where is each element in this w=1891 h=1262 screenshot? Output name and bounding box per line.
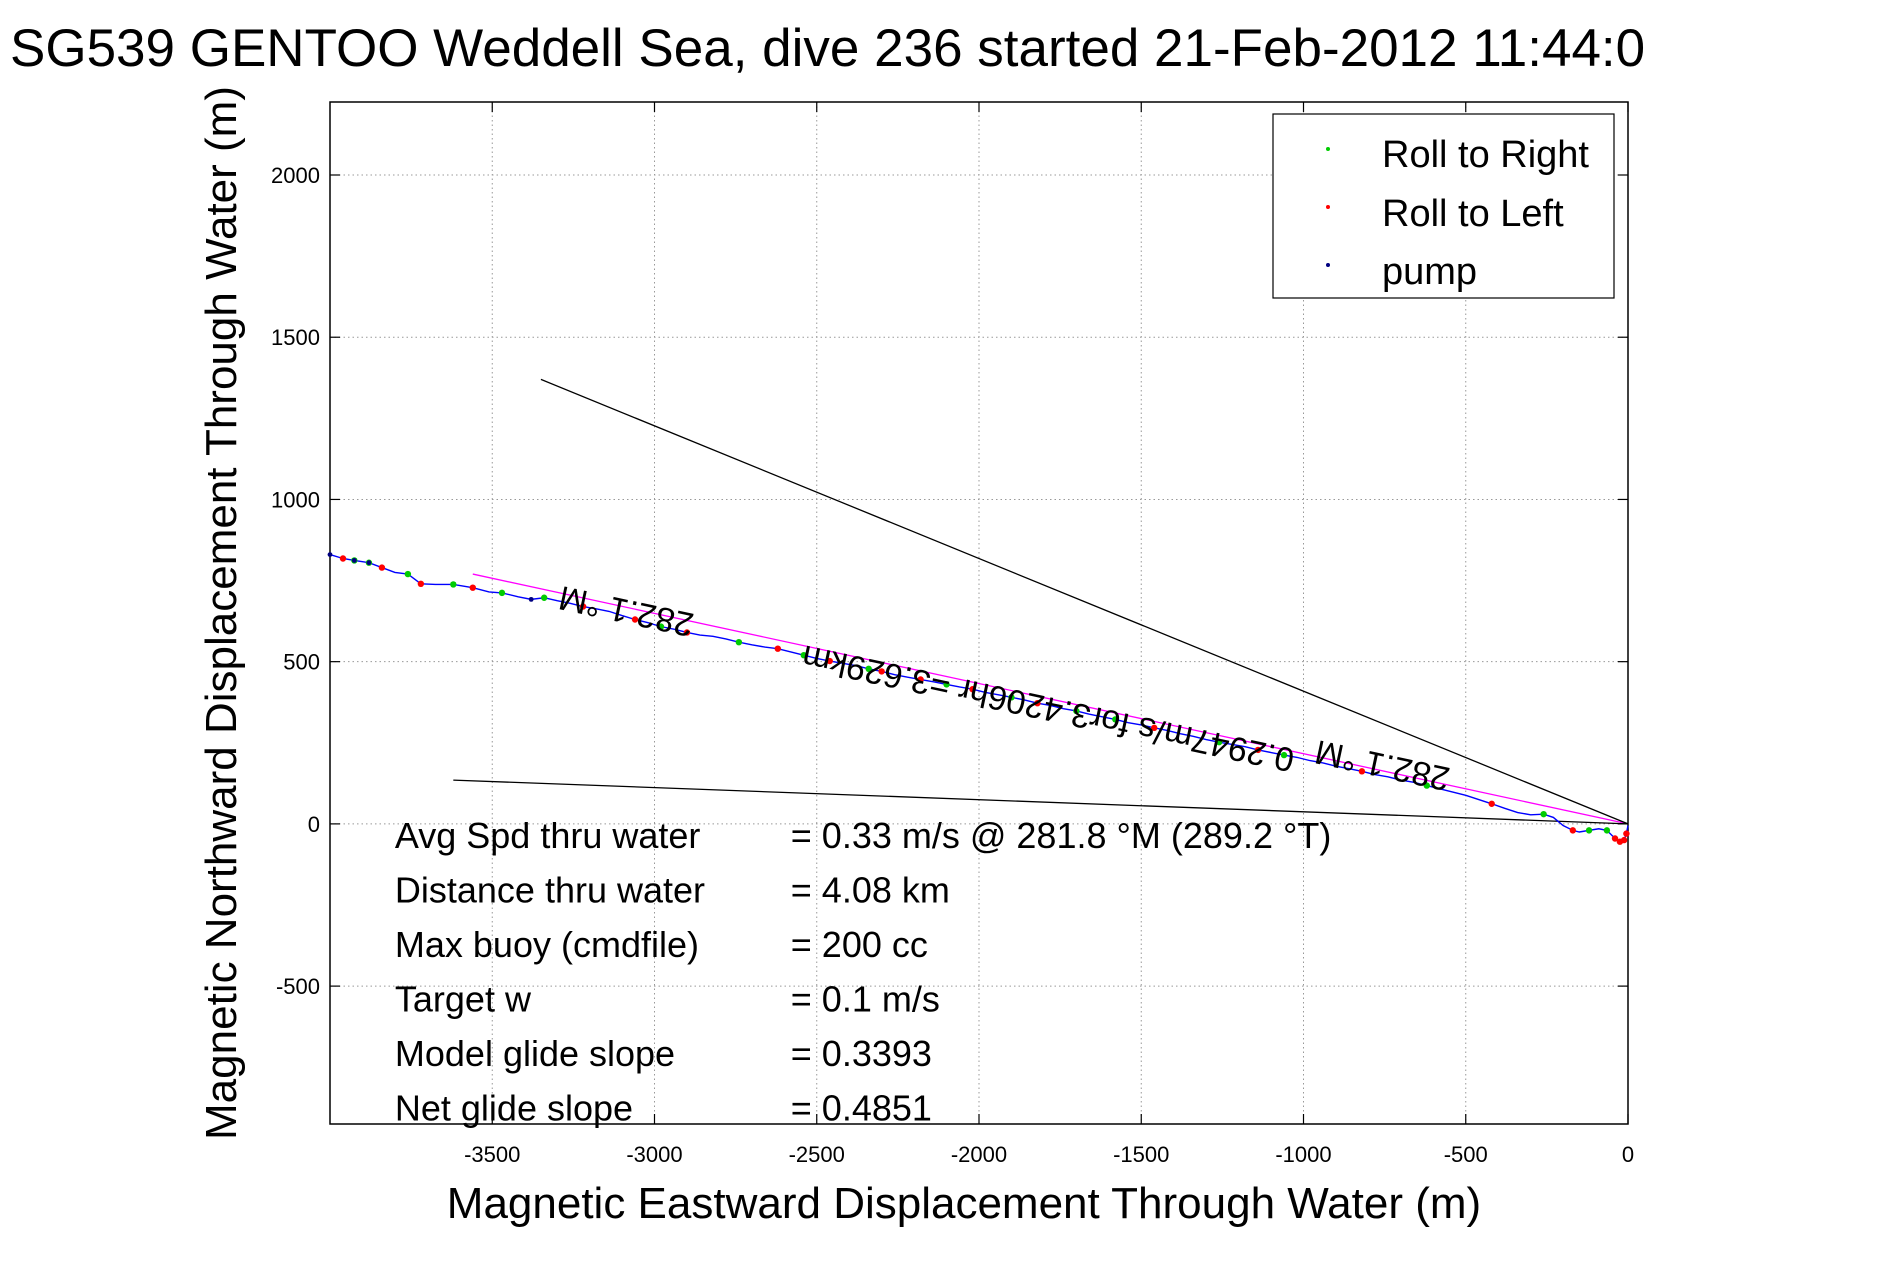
- x-tick-label: 0: [1622, 1142, 1634, 1167]
- legend-label-roll-right: Roll to Right: [1382, 134, 1589, 176]
- roll-left-point: [469, 584, 476, 591]
- roll-right-point: [943, 681, 950, 688]
- roll-markers: [327, 552, 1630, 845]
- chart-title: SG539 GENTOO Weddell Sea, dive 236 start…: [10, 19, 1645, 78]
- roll-left-point: [1254, 746, 1262, 754]
- y-tick-label: 500: [283, 650, 320, 675]
- roll-right-point: [657, 623, 665, 630]
- stat-label: Avg Spd thru water: [395, 815, 701, 856]
- stat-value: = 0.3393: [791, 1033, 932, 1074]
- y-tick-label: 2000: [271, 163, 320, 188]
- y-tick-label: 1000: [271, 487, 320, 512]
- roll-left-point: [1620, 836, 1628, 844]
- roll-right-point: [1423, 782, 1431, 789]
- x-tick-label: -500: [1444, 1142, 1488, 1167]
- stat-label: Distance thru water: [395, 869, 705, 910]
- legend-label-pump: pump: [1382, 251, 1477, 293]
- roll-left-point: [378, 564, 386, 571]
- pump-point: [327, 552, 333, 557]
- stat-value: = 0.4851: [791, 1087, 932, 1128]
- roll-right-point: [1603, 827, 1611, 834]
- x-tick-label: -2500: [789, 1142, 845, 1167]
- stat-value: = 200 cc: [791, 924, 928, 965]
- axis-ticks: -3500 -3000 -2500 -2000 -1500 -1000 -500 0 -500 0…: [271, 102, 1634, 1167]
- glider-track: [329, 553, 1629, 843]
- x-tick-label: -1500: [1113, 1142, 1169, 1167]
- x-axis-label: Magnetic Eastward Displacement Through W…: [447, 1179, 1481, 1228]
- roll-right-point: [1215, 738, 1223, 746]
- roll-left-point: [917, 676, 924, 683]
- pump-point: [351, 558, 357, 563]
- x-tick-label: -3000: [626, 1142, 682, 1167]
- roll-left-point: [417, 580, 425, 587]
- model-heading-line: [472, 573, 1629, 825]
- roll-left-point: [631, 616, 639, 623]
- roll-right-point: [1585, 827, 1593, 834]
- x-tick-label: -1000: [1275, 1142, 1331, 1167]
- stat-label: Net glide slope: [395, 1087, 633, 1128]
- roll-right-point: [1540, 810, 1547, 818]
- stat-value: = 4.08 km: [791, 869, 950, 910]
- roll-left-point: [1623, 830, 1630, 837]
- track-line: [329, 553, 1629, 843]
- y-axis-label: Magnetic Northward Displacement Through …: [197, 86, 246, 1140]
- roll-left-point: [878, 668, 885, 675]
- roll-right-point: [865, 665, 872, 673]
- roll-left-point: [1151, 724, 1158, 732]
- roll-left-point: [339, 555, 347, 562]
- roll-right-point: [1008, 694, 1015, 701]
- roll-left-point: [1358, 768, 1366, 775]
- stat-value: = 0.1 m/s: [791, 978, 940, 1019]
- roll-left-point: [1488, 800, 1495, 807]
- lower-bound-line: [453, 779, 1629, 825]
- stat-label: Model glide slope: [395, 1033, 675, 1074]
- roll-left-point: [1569, 827, 1577, 834]
- roll-right-point: [1280, 751, 1288, 759]
- legend: Roll to Right Roll to Left pump: [1272, 113, 1615, 299]
- roll-left-point: [1611, 835, 1619, 842]
- roll-right-point: [1112, 716, 1119, 723]
- roll-left-point: [579, 603, 587, 610]
- roll-right-point: [800, 651, 807, 659]
- pump-point: [528, 596, 534, 602]
- legend-marker-roll-right: [1326, 147, 1330, 151]
- roll-right-point: [1073, 707, 1080, 715]
- roll-left-point: [969, 686, 976, 693]
- roll-right-point: [404, 570, 412, 578]
- roll-left-point: [774, 645, 782, 652]
- pump-point: [366, 560, 372, 566]
- legend-marker-pump: [1326, 263, 1330, 267]
- roll-left-point: [826, 657, 833, 665]
- x-tick-label: -3500: [464, 1142, 520, 1167]
- stat-value: = 0.33 m/s @ 281.8 °M (289.2 °T): [791, 815, 1332, 856]
- y-tick-label: 1500: [271, 325, 320, 350]
- y-tick-label: 0: [308, 812, 320, 837]
- roll-right-point: [450, 581, 457, 588]
- roll-left-point: [1034, 699, 1041, 707]
- reference-lines: [453, 378, 1629, 825]
- roll-right-point: [498, 589, 506, 597]
- stat-label: Max buoy (cmdfile): [395, 924, 699, 965]
- legend-label-roll-left: Roll to Left: [1382, 193, 1564, 235]
- stats-block: Avg Spd thru water = 0.33 m/s @ 281.8 °M …: [395, 815, 1331, 1129]
- legend-box: [1272, 113, 1615, 299]
- roll-right-point: [540, 594, 548, 601]
- legend-marker-roll-left: [1326, 205, 1330, 209]
- roll-left-point: [683, 629, 691, 636]
- upper-bound-line: [540, 378, 1629, 825]
- x-tick-label: -2000: [951, 1142, 1007, 1167]
- stat-label: Target w: [395, 978, 532, 1019]
- grid: [330, 102, 1628, 1124]
- y-tick-label: -500: [276, 974, 320, 999]
- roll-right-point: [735, 639, 743, 646]
